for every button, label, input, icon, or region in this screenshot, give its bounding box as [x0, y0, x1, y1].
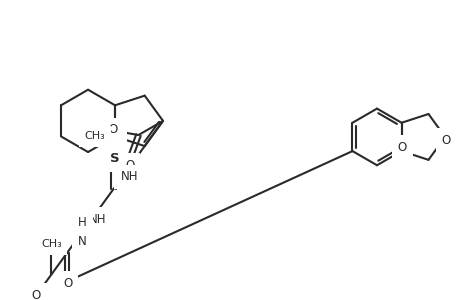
- Text: NH: NH: [89, 213, 106, 226]
- Text: S: S: [111, 126, 121, 139]
- Text: O: O: [108, 123, 117, 136]
- Text: O: O: [397, 141, 406, 154]
- Text: N: N: [78, 235, 87, 248]
- Text: O: O: [125, 159, 134, 172]
- Text: O: O: [31, 289, 40, 300]
- Text: H: H: [78, 216, 87, 229]
- Text: NH: NH: [120, 170, 138, 183]
- Text: O: O: [63, 277, 73, 290]
- Text: CH₃: CH₃: [84, 131, 105, 141]
- Text: S: S: [110, 152, 119, 165]
- Text: CH₃: CH₃: [41, 239, 62, 249]
- Text: O: O: [441, 134, 450, 147]
